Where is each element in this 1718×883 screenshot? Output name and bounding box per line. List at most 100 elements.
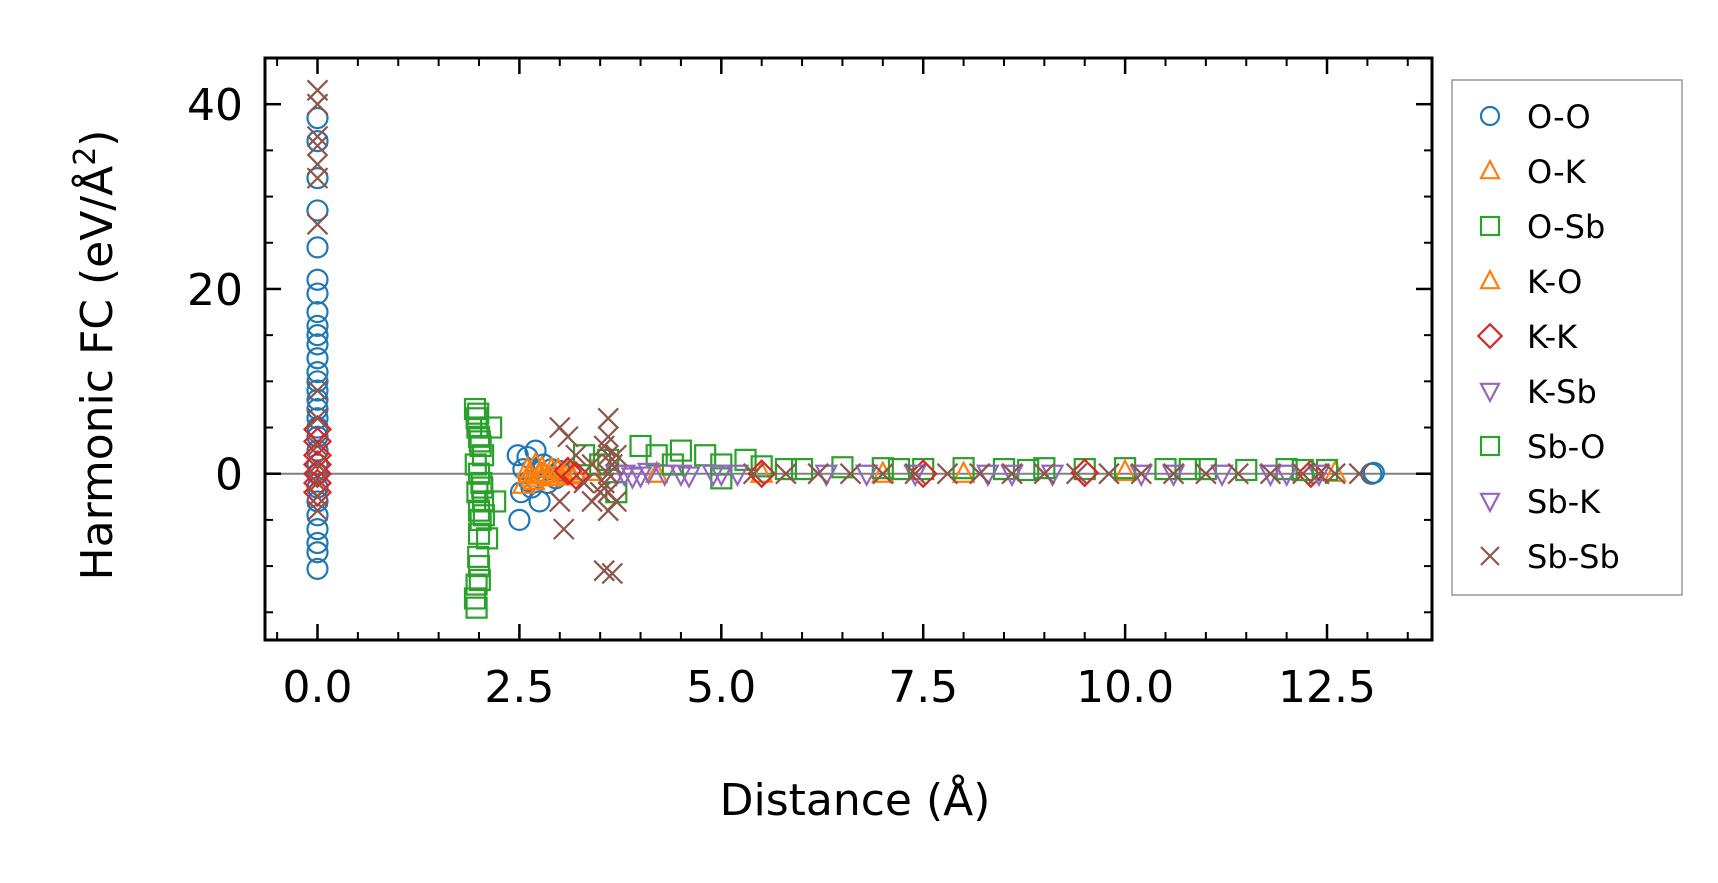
series-o-sb xyxy=(463,397,1339,619)
legend-label: O-Sb xyxy=(1527,208,1605,246)
data-point xyxy=(589,453,612,476)
data-point xyxy=(306,125,329,148)
legend-label: Sb-Sb xyxy=(1527,538,1620,576)
legend-marker xyxy=(1479,158,1501,180)
data-point xyxy=(1210,464,1234,488)
data-point xyxy=(472,504,495,527)
data-point xyxy=(912,457,935,481)
series-k-k xyxy=(302,414,1326,507)
data-point xyxy=(549,490,571,513)
legend: O-O O-K O-Sb K-O K-K K-Sb Sb-O Sb-K Sb-Sb xyxy=(1451,79,1683,596)
data-point xyxy=(1291,458,1314,482)
data-point xyxy=(612,464,637,488)
data-point xyxy=(522,467,546,491)
x-tick-label: 0.0 xyxy=(283,662,353,713)
data-point xyxy=(1258,464,1283,488)
data-point xyxy=(306,236,329,259)
data-point xyxy=(1274,464,1299,488)
data-point xyxy=(465,573,488,596)
x-tick-label: 5.0 xyxy=(686,662,756,713)
data-point xyxy=(557,425,579,448)
data-point xyxy=(636,462,661,486)
data-point xyxy=(871,457,894,480)
data-point xyxy=(669,439,693,462)
data-point xyxy=(1129,464,1154,488)
data-point xyxy=(306,557,329,580)
data-point xyxy=(1000,464,1024,488)
data-point xyxy=(1324,462,1346,485)
data-point xyxy=(306,347,329,370)
data-point xyxy=(306,134,329,157)
data-point xyxy=(306,106,329,130)
data-point xyxy=(605,444,628,467)
data-point xyxy=(468,568,491,592)
data-point xyxy=(750,455,773,478)
data-point xyxy=(601,562,624,585)
data-point xyxy=(302,459,333,489)
data-point xyxy=(597,407,620,430)
data-point xyxy=(306,268,329,291)
data-point xyxy=(644,460,669,483)
data-point xyxy=(306,199,329,222)
data-point xyxy=(306,324,329,347)
data-point xyxy=(1194,457,1217,481)
data-point xyxy=(725,464,750,488)
data-point xyxy=(306,282,329,305)
data-point xyxy=(306,379,329,402)
data-point xyxy=(468,430,491,453)
data-point xyxy=(480,416,503,439)
legend-label: Sb-O xyxy=(1527,428,1605,466)
data-point xyxy=(1362,461,1385,484)
data-point xyxy=(669,464,693,488)
series-k-o xyxy=(517,454,584,491)
data-point xyxy=(306,130,329,153)
data-point xyxy=(528,490,551,513)
data-point xyxy=(1161,464,1186,488)
data-point xyxy=(1162,462,1185,485)
data-point xyxy=(593,559,615,582)
data-point xyxy=(553,518,575,540)
data-point xyxy=(661,453,684,476)
data-point xyxy=(306,435,329,457)
data-point xyxy=(1259,462,1282,485)
data-point xyxy=(581,453,603,476)
data-point xyxy=(306,93,329,115)
legend-marker xyxy=(1479,382,1501,404)
plot-area xyxy=(265,79,1432,619)
data-point xyxy=(306,300,329,324)
legend-marker xyxy=(1479,268,1501,290)
data-point xyxy=(1001,462,1023,485)
series-sb-k xyxy=(612,464,1299,489)
data-point xyxy=(530,454,554,478)
data-point xyxy=(1308,462,1330,485)
legend-label: Sb-K xyxy=(1527,483,1601,521)
x-tick-label: 10.0 xyxy=(1076,662,1174,713)
data-point xyxy=(471,476,494,499)
data-point xyxy=(871,460,895,483)
legend-label: O-K xyxy=(1527,153,1587,191)
data-point xyxy=(538,464,562,487)
data-point xyxy=(968,462,991,485)
data-point xyxy=(306,167,329,189)
data-point xyxy=(508,508,531,532)
data-point xyxy=(1292,462,1314,485)
data-point xyxy=(581,490,603,513)
data-point xyxy=(565,444,587,467)
data-point xyxy=(475,527,499,550)
data-point xyxy=(936,462,959,485)
data-point xyxy=(904,462,926,485)
data-point xyxy=(831,456,854,479)
data-point xyxy=(469,508,492,532)
data-point xyxy=(951,460,976,483)
legend-marker xyxy=(1479,215,1501,237)
data-point xyxy=(1154,457,1177,481)
data-point xyxy=(465,596,488,619)
legend-label: O-O xyxy=(1527,98,1591,136)
data-point xyxy=(1130,462,1153,485)
legend-marker xyxy=(1480,546,1500,566)
x-axis-title: Distance (Å) xyxy=(720,773,991,826)
data-point xyxy=(709,464,734,488)
data-point xyxy=(775,462,797,485)
data-point xyxy=(467,522,491,545)
